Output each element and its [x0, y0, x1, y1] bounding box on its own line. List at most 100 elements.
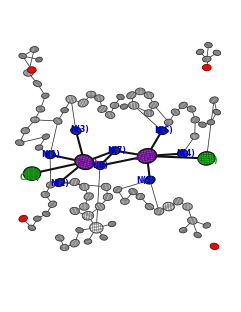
Ellipse shape [42, 134, 49, 139]
Ellipse shape [90, 222, 103, 233]
Ellipse shape [213, 50, 221, 56]
Ellipse shape [76, 227, 83, 233]
Ellipse shape [164, 119, 173, 125]
Ellipse shape [136, 193, 145, 200]
Ellipse shape [199, 122, 206, 127]
Ellipse shape [71, 127, 81, 134]
Ellipse shape [105, 112, 115, 119]
Ellipse shape [33, 80, 41, 87]
Ellipse shape [70, 207, 80, 215]
Text: Cl(1): Cl(1) [19, 173, 40, 182]
Ellipse shape [60, 244, 69, 251]
Ellipse shape [129, 188, 137, 195]
Ellipse shape [108, 221, 116, 227]
Ellipse shape [120, 198, 129, 204]
Ellipse shape [117, 94, 124, 100]
Ellipse shape [80, 183, 89, 190]
Ellipse shape [75, 155, 94, 169]
Ellipse shape [46, 182, 55, 188]
Ellipse shape [70, 240, 79, 247]
Ellipse shape [55, 235, 64, 241]
Ellipse shape [135, 88, 145, 95]
Ellipse shape [145, 203, 154, 210]
Ellipse shape [84, 193, 94, 200]
Ellipse shape [210, 97, 218, 103]
Ellipse shape [23, 167, 41, 180]
Ellipse shape [84, 239, 92, 244]
Ellipse shape [145, 176, 155, 184]
Ellipse shape [205, 42, 212, 48]
Ellipse shape [144, 92, 154, 99]
Ellipse shape [113, 187, 122, 193]
Ellipse shape [196, 49, 204, 55]
Ellipse shape [163, 202, 174, 211]
Text: N(2): N(2) [51, 179, 69, 188]
Ellipse shape [95, 162, 105, 169]
Ellipse shape [144, 110, 154, 116]
Ellipse shape [198, 152, 215, 165]
Ellipse shape [70, 178, 80, 186]
Ellipse shape [54, 118, 62, 124]
Ellipse shape [61, 108, 68, 113]
Ellipse shape [42, 211, 50, 217]
Ellipse shape [137, 149, 157, 163]
Ellipse shape [190, 133, 199, 139]
Ellipse shape [94, 95, 104, 101]
Text: N(5): N(5) [136, 176, 155, 185]
Ellipse shape [30, 46, 39, 52]
Ellipse shape [27, 67, 36, 73]
Ellipse shape [157, 127, 167, 134]
Ellipse shape [127, 92, 136, 99]
Ellipse shape [187, 217, 197, 224]
Ellipse shape [28, 225, 36, 231]
Ellipse shape [48, 201, 57, 207]
Ellipse shape [110, 102, 119, 109]
Ellipse shape [171, 109, 180, 115]
Ellipse shape [103, 193, 113, 201]
Ellipse shape [174, 197, 183, 205]
Ellipse shape [101, 183, 111, 190]
Text: N(8): N(8) [89, 161, 108, 170]
Ellipse shape [202, 64, 211, 71]
Text: Zr(2): Zr(2) [135, 153, 157, 162]
Ellipse shape [24, 70, 33, 76]
Ellipse shape [177, 150, 188, 158]
Ellipse shape [100, 235, 107, 240]
Ellipse shape [191, 117, 200, 123]
Ellipse shape [95, 203, 105, 210]
Ellipse shape [36, 57, 42, 62]
Ellipse shape [45, 151, 55, 158]
Text: Zr(1): Zr(1) [76, 159, 98, 168]
Ellipse shape [210, 243, 219, 250]
Ellipse shape [183, 203, 192, 210]
Text: N(7): N(7) [107, 146, 126, 155]
Ellipse shape [194, 232, 201, 238]
Ellipse shape [98, 105, 107, 113]
Ellipse shape [213, 109, 221, 115]
Ellipse shape [154, 208, 164, 215]
Ellipse shape [21, 128, 30, 134]
Ellipse shape [33, 216, 41, 221]
Ellipse shape [41, 192, 50, 198]
Ellipse shape [66, 95, 76, 103]
Ellipse shape [202, 56, 211, 62]
Ellipse shape [128, 101, 139, 109]
Ellipse shape [31, 117, 39, 123]
Ellipse shape [207, 119, 215, 125]
Ellipse shape [203, 223, 211, 228]
Ellipse shape [82, 212, 94, 220]
Ellipse shape [120, 104, 128, 109]
Ellipse shape [15, 140, 24, 146]
Ellipse shape [110, 147, 120, 154]
Text: N(1): N(1) [41, 150, 60, 159]
Ellipse shape [179, 227, 187, 233]
Ellipse shape [187, 106, 196, 112]
Ellipse shape [149, 101, 159, 108]
Ellipse shape [36, 106, 45, 112]
Ellipse shape [19, 215, 27, 222]
Ellipse shape [41, 93, 49, 99]
Text: N(3): N(3) [70, 125, 89, 134]
Ellipse shape [78, 99, 88, 107]
Text: N(6): N(6) [154, 126, 173, 135]
Text: Cl(2): Cl(2) [198, 156, 218, 165]
